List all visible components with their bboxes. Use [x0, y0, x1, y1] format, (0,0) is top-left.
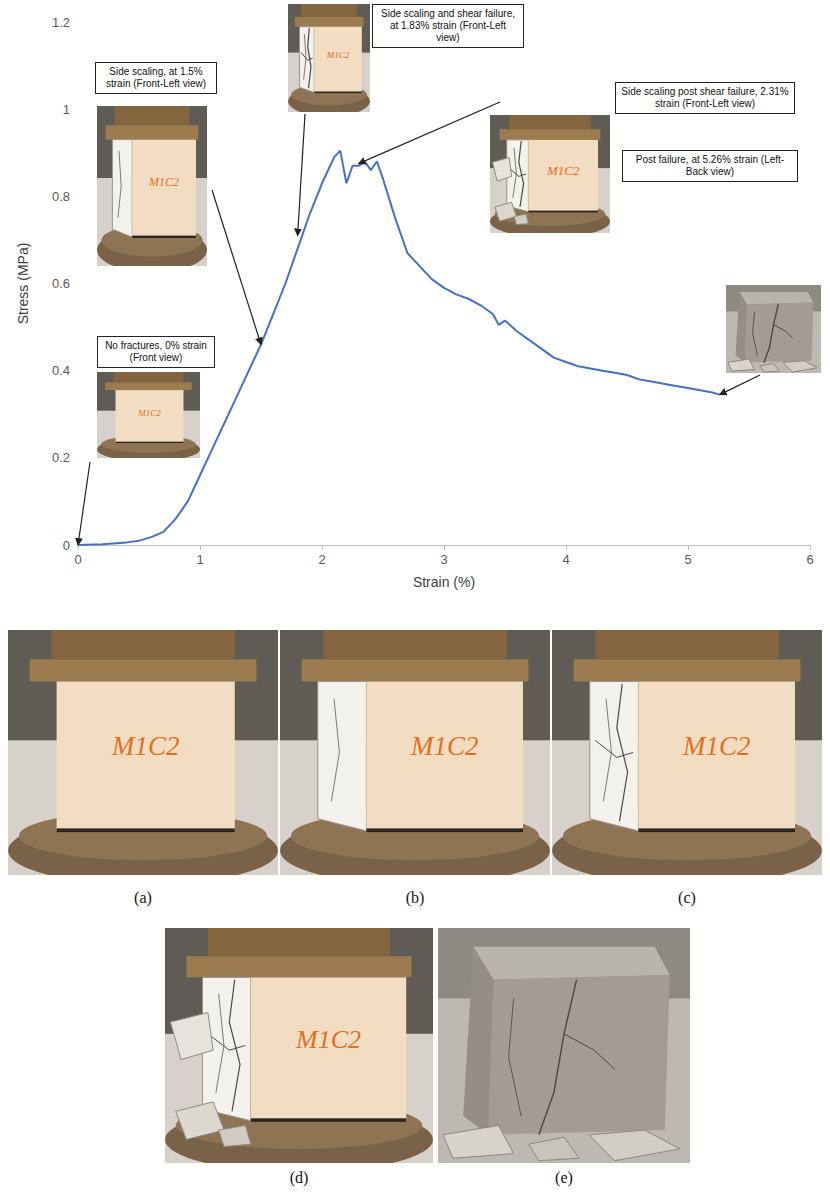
html-text:Side scaling, at 1.5% strain (: Side scaling, at 1.5% strain (Front-Left…	[106, 66, 206, 89]
svg-text:0.6: 0.6	[52, 276, 70, 291]
svg-text:M1C2: M1C2	[137, 408, 161, 418]
svg-text:M1C2: M1C2	[148, 175, 179, 189]
svg-text:M1C2: M1C2	[410, 731, 479, 761]
html-text:Side scaling post shear failur: Side scaling post shear failure, 2.31% s…	[621, 86, 789, 109]
html-text:(d): (d)	[289, 1169, 309, 1186]
html-text:Post failure, at 5.26% strain: Post failure, at 5.26% strain (Left-Back…	[635, 154, 785, 177]
svg-text:0: 0	[63, 538, 70, 553]
svg-text:M1C2: M1C2	[682, 731, 751, 761]
svg-text:3: 3	[440, 552, 447, 567]
html-text:(a): (a)	[134, 889, 152, 906]
svg-text:1.2: 1.2	[52, 15, 70, 30]
svg-text:1: 1	[196, 552, 203, 567]
html-text:(e): (e)	[555, 1169, 573, 1186]
svg-text:5: 5	[684, 552, 691, 567]
svg-text:0.4: 0.4	[52, 363, 70, 378]
svg-text:Strain (%): Strain (%)	[413, 574, 475, 590]
svg-text:6: 6	[806, 552, 813, 567]
html-text:(c): (c)	[678, 889, 696, 906]
html-text:No fractures, 0% strain (Front: No fractures, 0% strain (Front view)	[105, 340, 207, 363]
svg-text:M1C2: M1C2	[111, 731, 180, 761]
svg-text:2: 2	[318, 552, 325, 567]
svg-text:M1C2: M1C2	[326, 50, 350, 60]
svg-text:M1C2: M1C2	[546, 163, 580, 178]
html-text:(b): (b)	[405, 889, 425, 906]
svg-text:0.8: 0.8	[52, 189, 70, 204]
html-text:Side scaling and shear failure: Side scaling and shear failure, at 1.83%…	[381, 8, 515, 43]
svg-text:M1C2: M1C2	[295, 1025, 361, 1054]
svg-text:Stress (MPa): Stress (MPa)	[15, 243, 31, 325]
svg-text:0.2: 0.2	[52, 450, 70, 465]
svg-text:1: 1	[63, 102, 70, 117]
svg-text:0: 0	[74, 552, 81, 567]
svg-text:4: 4	[562, 552, 569, 567]
